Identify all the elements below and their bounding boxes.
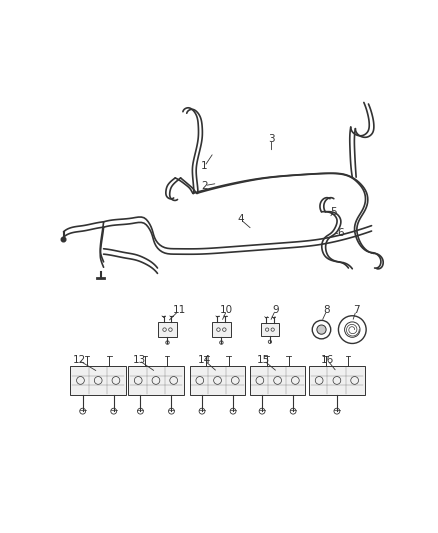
Bar [128,366,184,395]
Circle shape [317,325,326,334]
Bar [158,322,177,337]
Text: 5: 5 [331,207,337,217]
Bar [212,322,231,337]
Text: 12: 12 [72,356,85,366]
Circle shape [61,237,66,242]
Bar [309,366,364,395]
Text: 14: 14 [198,356,211,366]
Text: 16: 16 [321,356,334,366]
Text: 3: 3 [268,134,275,144]
Bar [250,366,305,395]
Text: 2: 2 [201,181,208,191]
Text: 6: 6 [337,228,344,238]
Text: 8: 8 [324,305,330,316]
Bar [190,366,245,395]
Text: 4: 4 [237,214,244,224]
Text: 9: 9 [272,305,279,316]
Text: 11: 11 [173,305,186,316]
Text: 15: 15 [257,356,270,366]
Text: 13: 13 [132,356,145,366]
Text: 7: 7 [353,305,360,316]
Text: 1: 1 [201,161,208,172]
Text: 10: 10 [220,305,233,316]
Bar [261,323,279,336]
Bar [71,366,126,395]
